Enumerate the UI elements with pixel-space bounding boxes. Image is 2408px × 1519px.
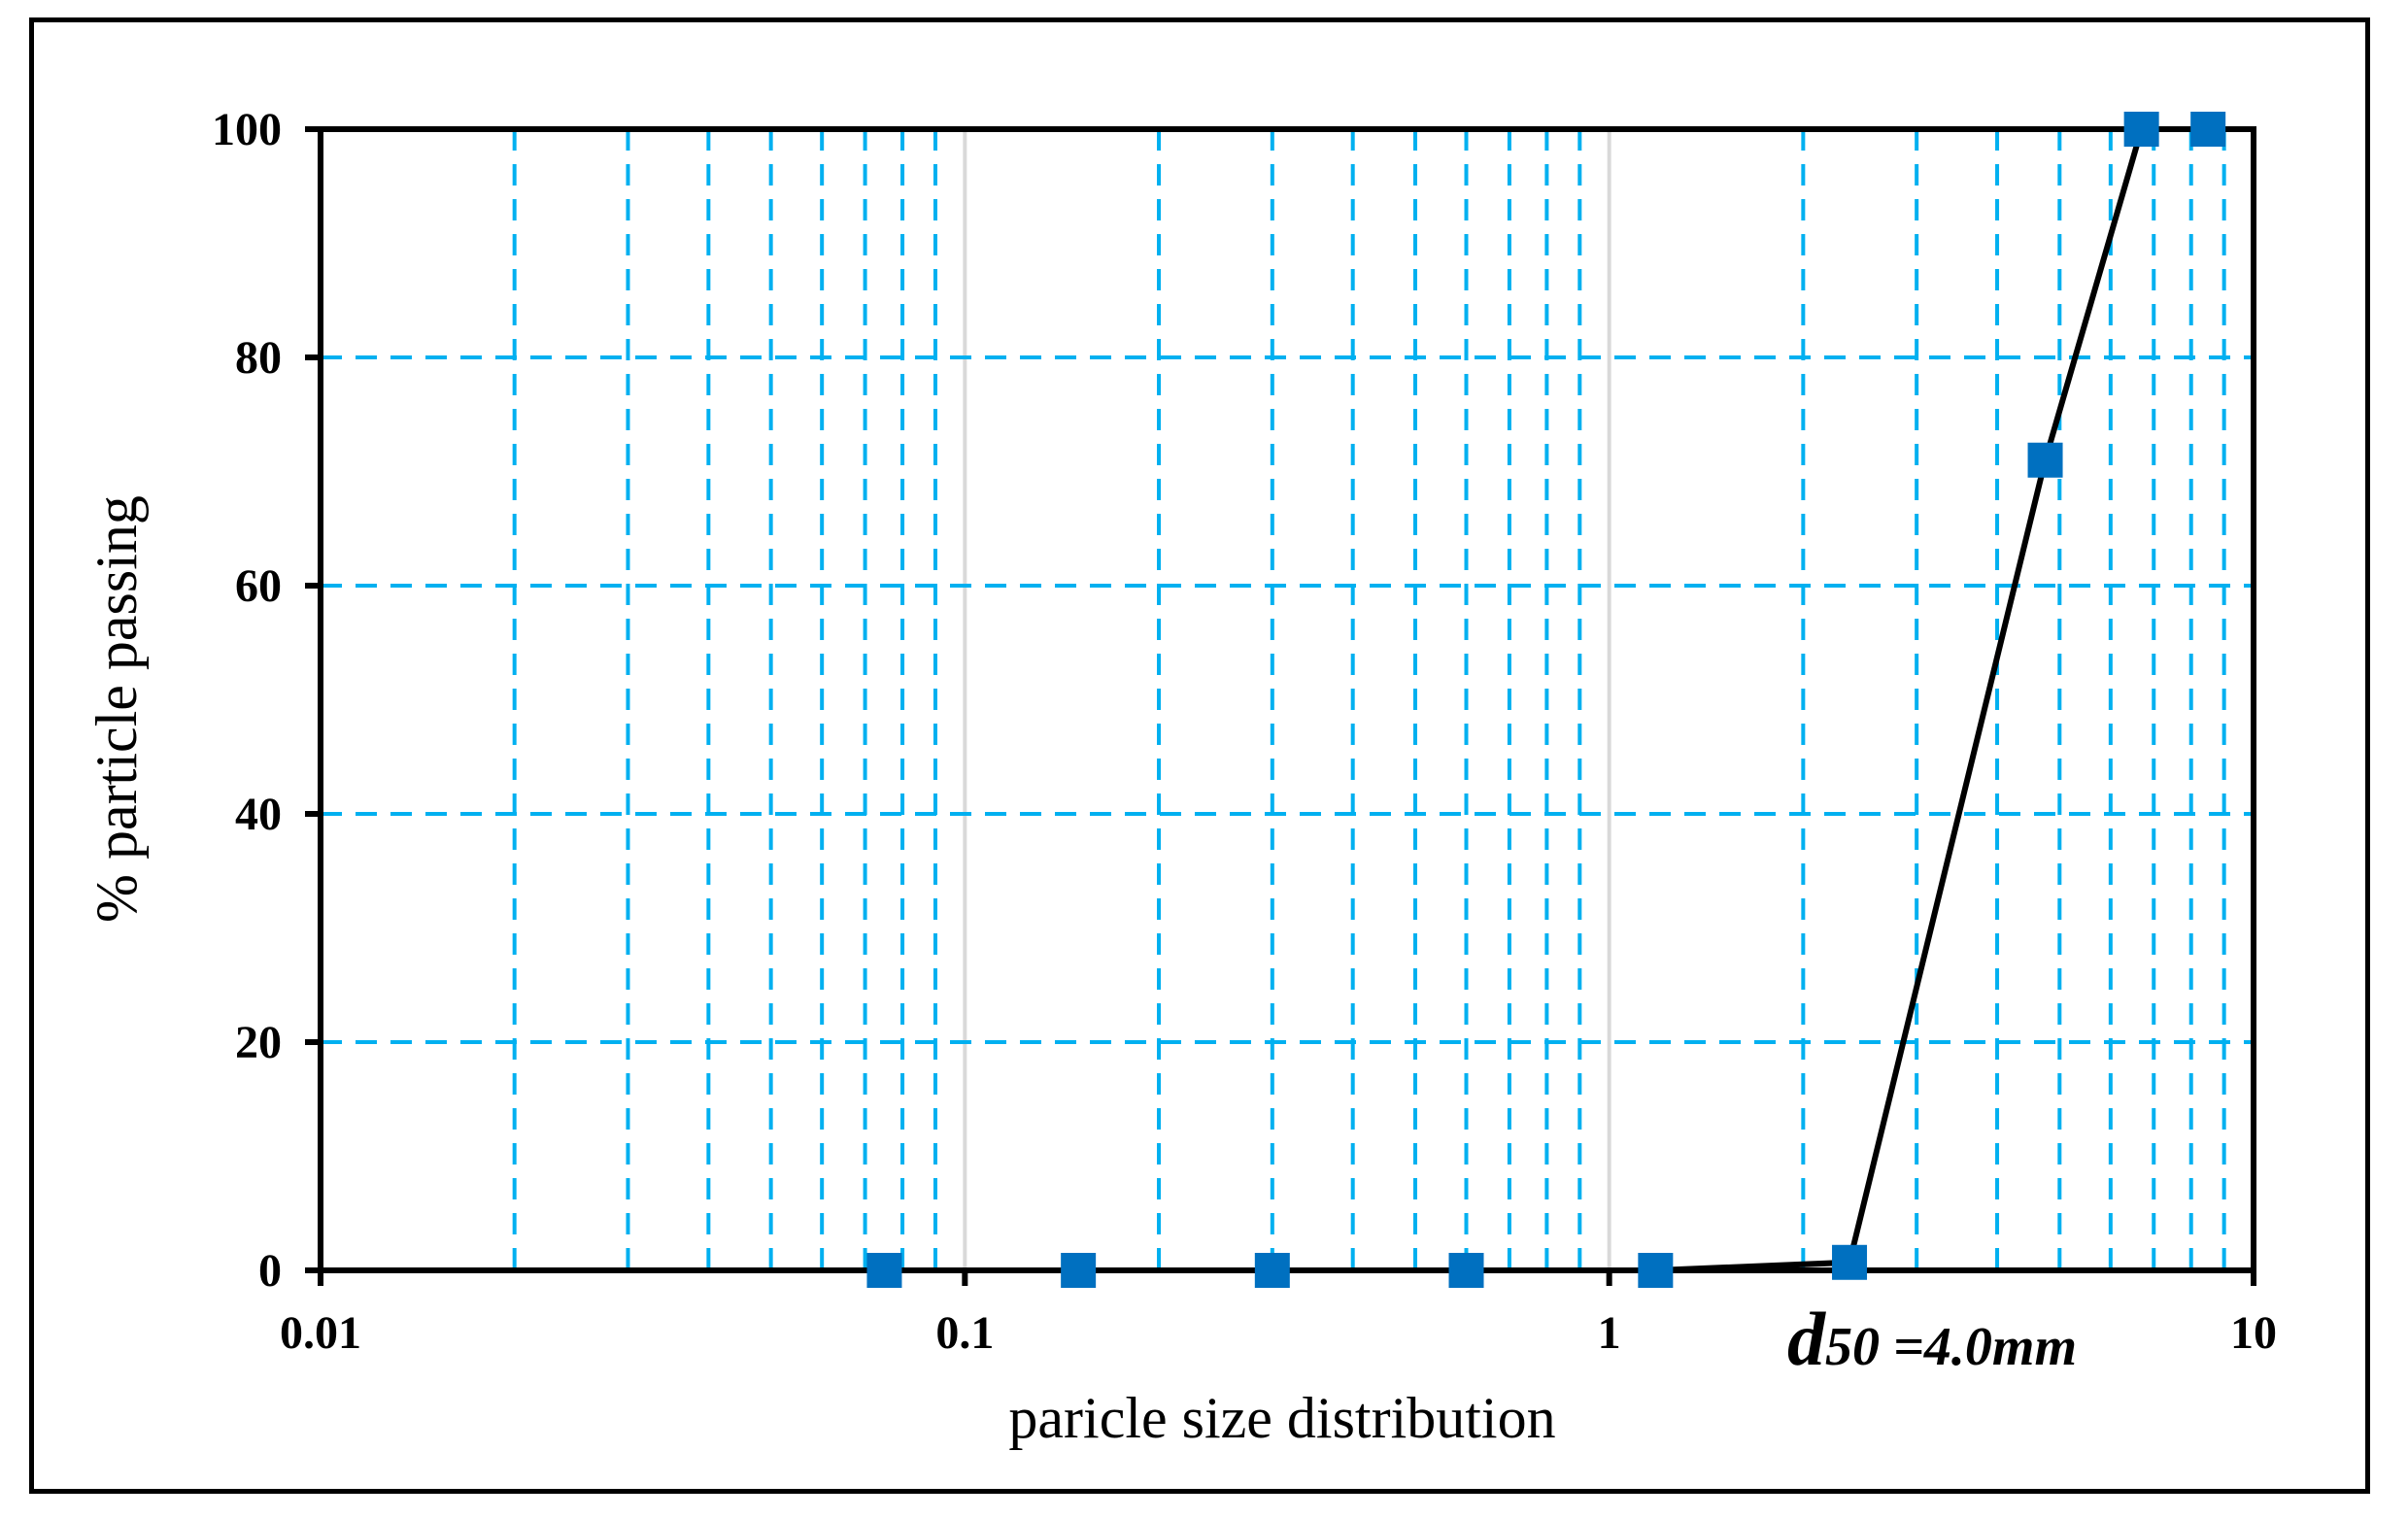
data-point-marker: [1832, 1244, 1868, 1280]
data-point-marker: [2190, 112, 2226, 147]
y-tick-label: 100: [212, 104, 282, 155]
data-point-marker: [866, 1253, 902, 1288]
y-tick-label: 60: [235, 560, 282, 612]
x-tick-label: 0.1: [935, 1307, 994, 1359]
y-tick-label: 0: [258, 1245, 282, 1297]
axes: [305, 126, 2256, 1286]
grid: [321, 127, 2254, 1270]
y-tick-label: 40: [235, 789, 282, 840]
data-point-marker: [2123, 112, 2159, 147]
d50-annotation-d: d: [1787, 1297, 1826, 1381]
data-point-marker: [1638, 1253, 1674, 1288]
series-line: [1655, 126, 2209, 1273]
y-tick-label: 20: [235, 1017, 282, 1068]
x-tick-label: 1: [1598, 1307, 1621, 1359]
series: [866, 112, 2226, 1288]
y-tick-label: 80: [235, 332, 282, 384]
data-point-marker: [1254, 1253, 1290, 1288]
d50-annotation-value: 50 =4.0mm: [1825, 1317, 2077, 1377]
d50-annotation: d50 =4.0mm: [1787, 1297, 2077, 1381]
data-point-marker: [1061, 1253, 1097, 1288]
x-axis-title: paricle size distribution: [1008, 1386, 1555, 1450]
chart-frame: [29, 17, 2370, 1494]
x-tick-label: 0.01: [280, 1307, 361, 1359]
data-point-marker: [2027, 442, 2063, 478]
plot-area-border: [318, 126, 2256, 1273]
data-point-marker: [1448, 1253, 1484, 1288]
y-axis-title: % particle passing: [85, 495, 149, 923]
x-tick-label: 10: [2230, 1307, 2277, 1359]
svg-text:d50 =4.0mm: d50 =4.0mm: [1787, 1297, 2077, 1381]
